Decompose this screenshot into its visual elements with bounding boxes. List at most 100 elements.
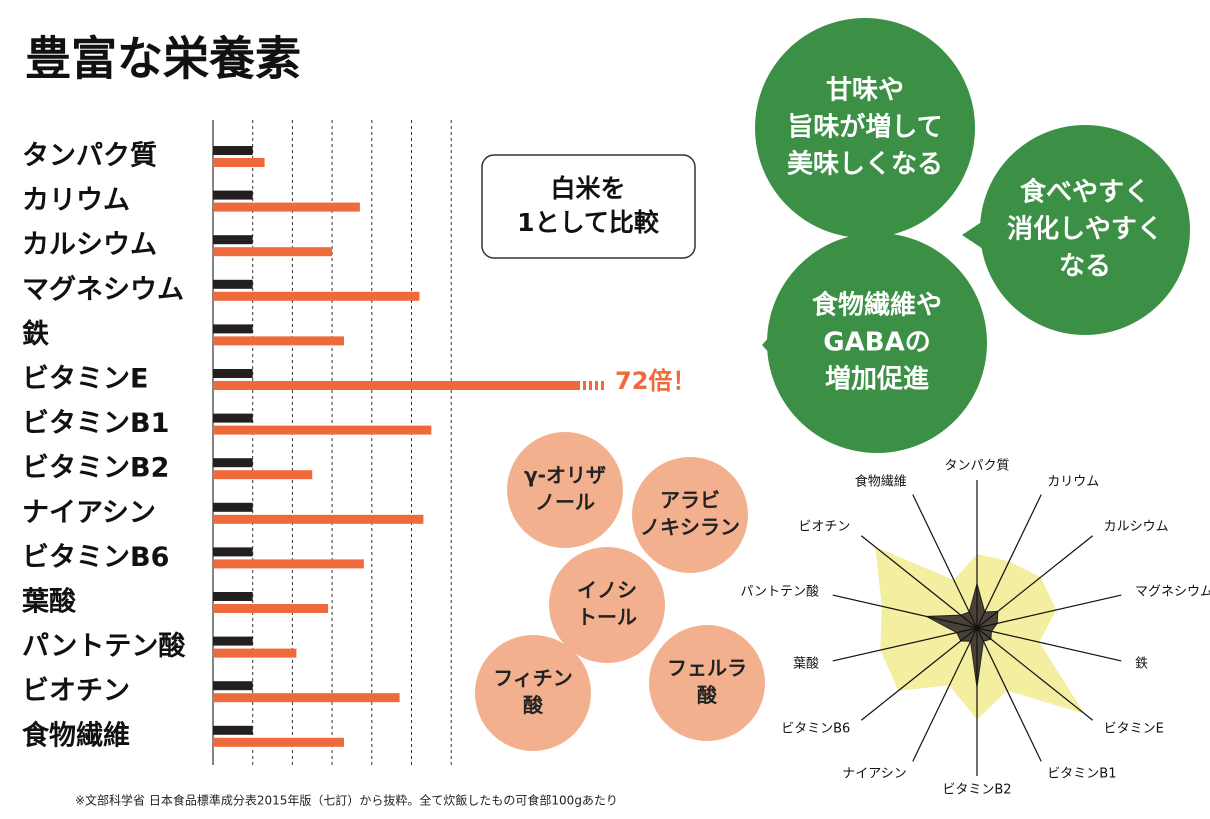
bubble-text: 酸: [697, 683, 718, 707]
orange-bubble: [549, 547, 665, 663]
category-label: ビタミンB1: [22, 408, 169, 439]
bar: [213, 291, 420, 301]
category-label: 葉酸: [21, 587, 77, 618]
bubble-text: フィチン: [493, 666, 573, 690]
radar-label: ビタミンB1: [1047, 766, 1116, 781]
bar-break: [595, 381, 598, 390]
green-bubble: [755, 18, 975, 238]
bar: [213, 470, 313, 480]
radar-axis: [976, 594, 1122, 629]
radar-label: 鉄: [1135, 657, 1148, 672]
bar-break: [589, 381, 592, 390]
category-label: ナイアシン: [22, 497, 156, 528]
bar: [213, 146, 253, 155]
radar-axis: [976, 627, 1122, 662]
orange-bubble: [475, 635, 591, 751]
bar: [213, 158, 265, 167]
bar: [213, 737, 345, 747]
bubble-text: GABAの: [823, 328, 930, 358]
bar: [213, 202, 360, 212]
bubble-text: 旨味が増して: [787, 112, 942, 143]
orange-bubble: [507, 432, 623, 548]
category-label: カルシウム: [22, 230, 157, 261]
radar-axis: [912, 494, 978, 629]
bubble-text: 美味しくなる: [787, 149, 943, 180]
category-label: ビタミンE: [22, 364, 148, 395]
radar-axis: [832, 627, 978, 662]
orange-bubble: [649, 625, 765, 741]
title: 豊富な栄養素: [25, 32, 301, 86]
bar: [213, 369, 253, 378]
radar-axis: [976, 627, 1042, 762]
footnote: ※文部科学省 日本食品標準成分表2015年版（七訂）から抜粋。全て炊飯したもの可…: [75, 793, 618, 808]
bubble-text: ノキシラン: [640, 515, 740, 539]
category-label: タンパク質: [22, 141, 157, 172]
bar: [213, 381, 580, 390]
bubble-text: 甘味や: [826, 76, 904, 106]
bar: [213, 413, 253, 423]
category-label: マグネシウム: [22, 273, 184, 305]
radar-label: 食物繊維: [855, 474, 907, 490]
radar-axis: [976, 627, 1094, 721]
bubble-text: ノール: [535, 490, 595, 514]
bar: [213, 681, 253, 691]
radar-label: パントテン酸: [740, 584, 819, 599]
bubble-text: 酸: [523, 693, 544, 717]
bar: [213, 235, 253, 245]
radar-axis: [976, 494, 1042, 629]
bar: [213, 458, 253, 468]
category-label: ビタミンB2: [22, 453, 169, 484]
radar-label: ビタミンB2: [942, 783, 1011, 798]
category-label: 食物繊維: [22, 719, 130, 751]
value-label: 72倍！: [615, 367, 696, 395]
radar-label: ナイアシン: [842, 766, 906, 781]
bubble-text: 食べやすく: [1020, 177, 1150, 208]
bubble-text: γ-オリザ: [524, 463, 606, 487]
bubble-text: フェルラ: [667, 656, 747, 680]
radar-axis: [912, 627, 978, 762]
category-label: パントテン酸: [22, 631, 186, 662]
category-label: 鉄: [22, 318, 49, 350]
radar-label: ビタミンE: [1104, 722, 1164, 737]
bubble-text: トール: [577, 605, 637, 629]
radar-label: ビタミンB6: [781, 722, 850, 737]
bubble-text: 消化しやすく: [1007, 215, 1163, 245]
category-label: ビオチン: [22, 676, 130, 707]
bar: [213, 648, 297, 658]
bar: [213, 592, 253, 601]
bar-break: [601, 381, 604, 390]
bar: [213, 636, 253, 646]
green-bubble: [980, 125, 1190, 335]
note-text: 1として比較: [517, 208, 660, 237]
bubble-text: 増加促進: [825, 365, 929, 395]
radar-axis: [832, 594, 978, 629]
bubble-text: イノシ: [577, 578, 637, 602]
radar-label: カルシウム: [1104, 519, 1169, 534]
radar-axis: [860, 627, 978, 721]
orange-bubble: [632, 457, 748, 573]
radar-label: タンパク質: [944, 459, 1009, 474]
note-box: [481, 154, 696, 259]
radar-label: 葉酸: [793, 657, 819, 672]
bar: [213, 514, 424, 524]
green-bubble: [767, 233, 987, 453]
bar: [213, 502, 253, 512]
bubble-text: なる: [1059, 252, 1111, 282]
bar: [213, 336, 345, 346]
radar-label: マグネシウム: [1135, 584, 1210, 599]
radar-axis: [860, 535, 978, 629]
bar: [213, 725, 253, 735]
bar: [213, 190, 253, 200]
note-text: 白米を: [550, 174, 625, 203]
bar-break: [583, 381, 586, 390]
category-label: ビタミンB6: [22, 542, 169, 573]
bar: [213, 559, 364, 569]
category-label: カリウム: [22, 185, 130, 216]
bar: [213, 247, 333, 257]
bar: [213, 324, 253, 334]
bar: [213, 425, 432, 435]
bar: [213, 547, 253, 557]
bubble-text: アラビ: [660, 488, 720, 512]
radar-label: カリウム: [1047, 475, 1099, 490]
